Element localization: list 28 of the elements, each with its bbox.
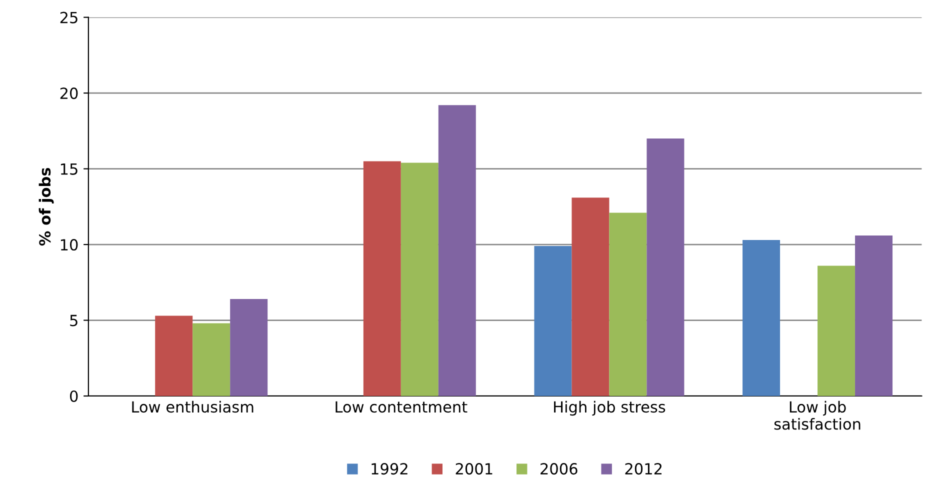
y-axis-title: % of jobs — [38, 168, 54, 246]
x-tick-label: Low contentment — [336, 401, 468, 413]
bar — [363, 161, 401, 396]
x-tick-label: Low job satisfaction — [774, 400, 860, 430]
bar — [155, 316, 193, 396]
bar — [818, 266, 856, 396]
x-tick-label: Low enthusiasm — [132, 400, 254, 413]
legend-label: 2006 — [540, 463, 578, 475]
y-tick-label: 15 — [60, 163, 78, 175]
legend-label: 2012 — [625, 463, 662, 475]
bar — [192, 323, 230, 396]
y-tick-label: 0 — [70, 390, 78, 402]
legend-label: 1992 — [372, 463, 408, 475]
bar — [855, 235, 893, 396]
bar — [646, 138, 684, 396]
legend-label: 2001 — [456, 463, 492, 475]
bar — [230, 299, 268, 396]
y-tick-label: 5 — [70, 314, 78, 326]
bar — [572, 198, 610, 396]
y-tick-label: 25 — [60, 12, 78, 24]
bar — [400, 162, 438, 396]
y-tick-label: 10 — [60, 238, 78, 251]
y-tick-label: 20 — [60, 88, 78, 100]
bar — [609, 212, 647, 396]
x-tick-label: High job stress — [554, 400, 666, 416]
bar — [742, 240, 780, 396]
bar — [534, 246, 572, 396]
bar — [438, 105, 476, 396]
